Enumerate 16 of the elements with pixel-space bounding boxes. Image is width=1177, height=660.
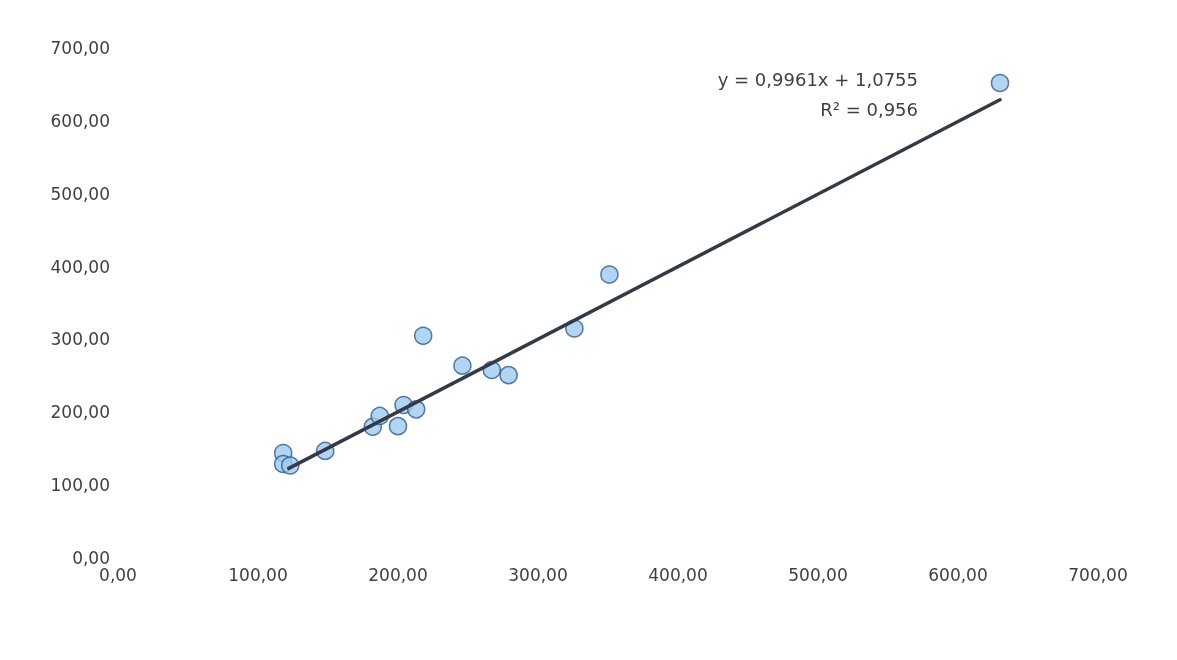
y-tick-label: 400,00 bbox=[50, 256, 110, 277]
y-tick-label: 100,00 bbox=[50, 475, 110, 496]
x-tick-label: 100,00 bbox=[228, 564, 288, 585]
y-tick-label: 200,00 bbox=[50, 402, 110, 423]
x-tick-label: 500,00 bbox=[788, 564, 848, 585]
y-tick-label: 700,00 bbox=[50, 38, 110, 58]
x-tick-label: 600,00 bbox=[928, 564, 988, 585]
y-tick-label: 600,00 bbox=[50, 110, 110, 131]
x-tick-label: 400,00 bbox=[648, 564, 708, 585]
x-tick-label: 700,00 bbox=[1068, 564, 1128, 585]
y-tick-label: 500,00 bbox=[50, 183, 110, 204]
annotation: R² = 0,956 bbox=[820, 98, 918, 120]
x-tick-label: 200,00 bbox=[368, 564, 428, 585]
annotation: y = 0,9961x + 1,0755 bbox=[717, 68, 919, 90]
x-tick-label: 300,00 bbox=[508, 564, 568, 585]
y-tick-label: 300,00 bbox=[50, 329, 110, 350]
